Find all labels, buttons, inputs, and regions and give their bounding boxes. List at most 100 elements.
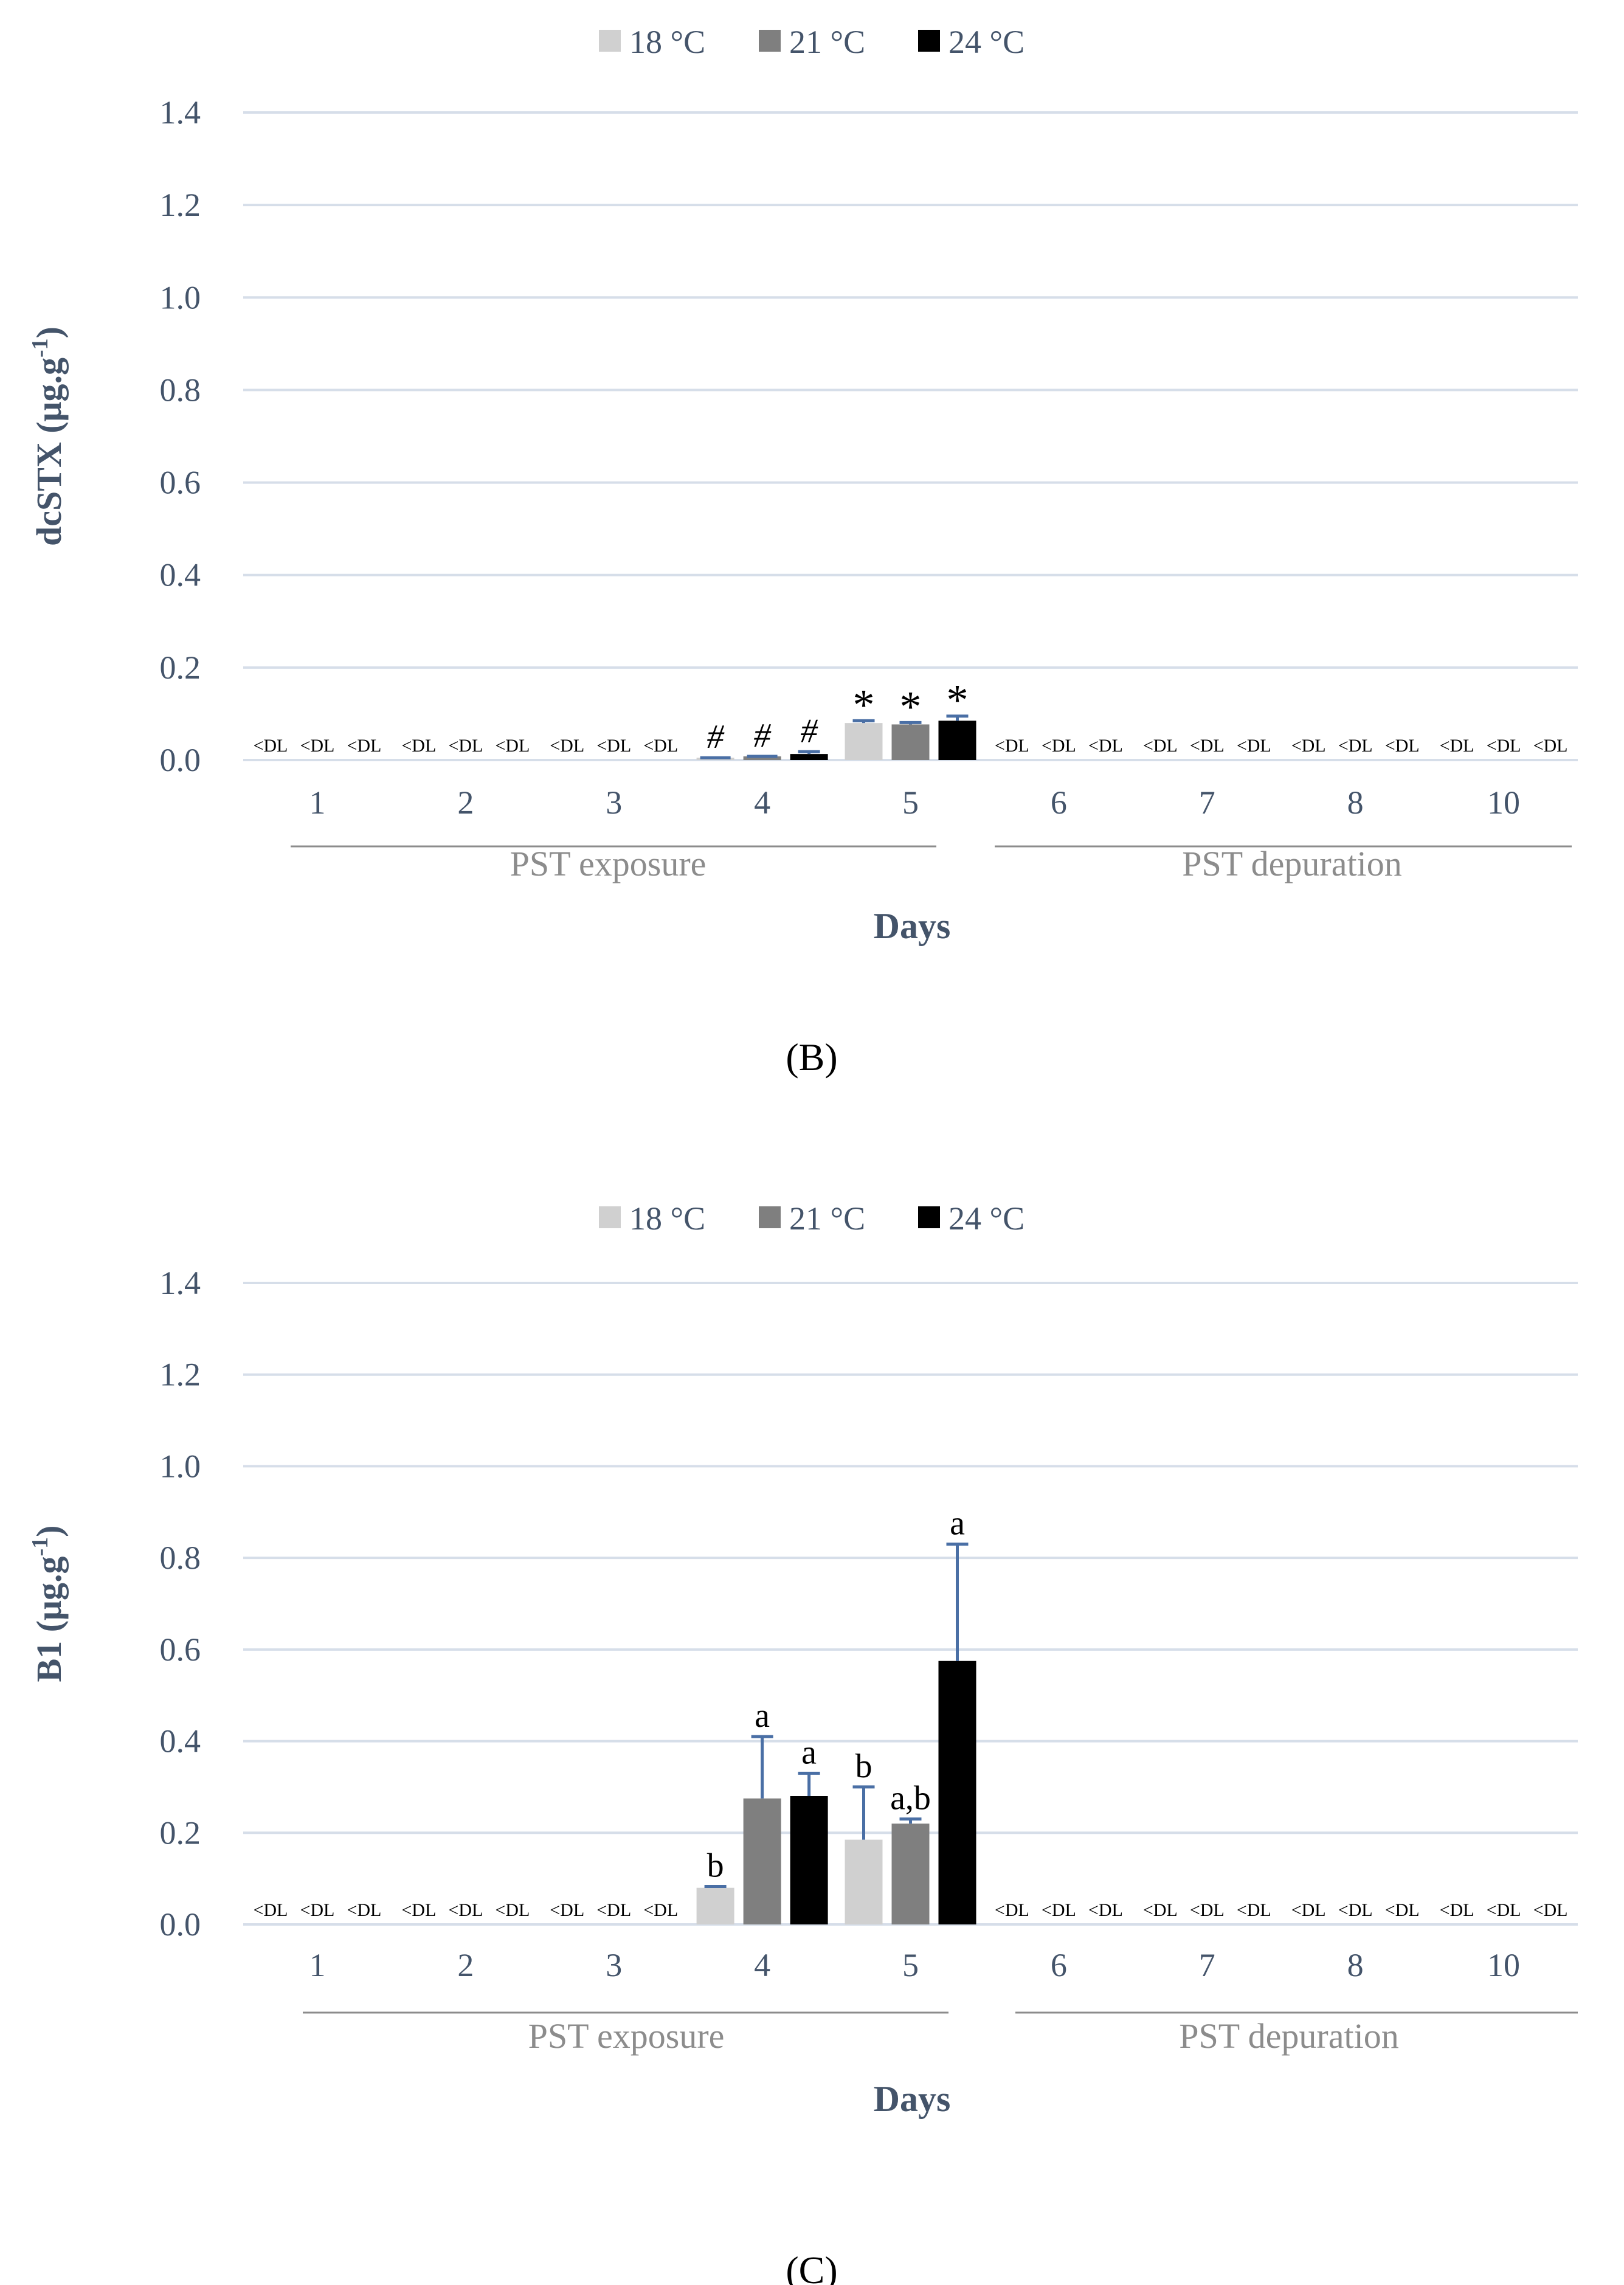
x-tick-label: 10 [1487, 784, 1520, 821]
below-dl-label: <DL [643, 736, 678, 756]
y-tick-label: 0.2 [160, 1814, 201, 1851]
panel-label: (B) [786, 1035, 837, 1079]
legend-label-1: 21 °C [789, 1200, 865, 1237]
category-group-day-6: <DL <DL <DL [995, 1900, 1123, 1920]
y-tick-label: 0.0 [160, 1906, 201, 1943]
legend-label-0: 18 °C [629, 1200, 705, 1237]
below-dl-label: <DL [1042, 1900, 1076, 1920]
bar [891, 1824, 930, 1924]
below-dl-label: <DL [1385, 736, 1420, 756]
below-dl-label: <DL [300, 736, 334, 756]
chart-panel-c: 18 °C 21 °C 24 °C 0.0 0.2 0.4 0.6 0.8 1.0 1.2 1.4 B… [27, 1200, 1578, 2285]
y-tick-label: 1.0 [160, 1448, 201, 1484]
x-axis-label: Days [874, 906, 951, 946]
category-group-day-10: <DL <DL <DL [1440, 1900, 1568, 1920]
category-group-day-3: <DL <DL <DL [550, 1900, 678, 1920]
x-tick-label: 8 [1347, 1947, 1364, 1983]
bar [938, 721, 976, 760]
below-dl-label: <DL [1291, 736, 1326, 756]
below-dl-label: <DL [1088, 736, 1123, 756]
legend-label-2: 24 °C [948, 1200, 1025, 1237]
below-dl-label: <DL [401, 736, 436, 756]
y-tick-label: 1.4 [160, 1265, 201, 1301]
legend-swatch-1 [759, 30, 781, 52]
below-dl-label: <DL [1143, 736, 1178, 756]
legend-swatch-0 [599, 1206, 621, 1228]
y-axis-label-end: ) [29, 1526, 69, 1537]
significance-label: # [707, 718, 725, 756]
bar [938, 1661, 976, 1924]
below-dl-label: <DL [1487, 1900, 1521, 1920]
category-group-day-4: # # # [696, 712, 828, 760]
category-group-day-8: <DL <DL <DL [1291, 1900, 1420, 1920]
y-tick-label: 0.6 [160, 465, 201, 501]
bar [696, 1887, 734, 1924]
below-dl-label: <DL [253, 736, 288, 756]
legend-label-1: 21 °C [789, 24, 865, 60]
y-axis-label-end: ) [29, 327, 69, 338]
legend-swatch-1 [759, 1206, 781, 1228]
x-tick-label: 3 [606, 784, 622, 821]
panel-label: (C) [786, 2249, 837, 2285]
below-dl-label: <DL [347, 736, 381, 756]
y-tick-label: 1.4 [160, 94, 201, 131]
x-tick-label: 1 [309, 1947, 325, 1983]
bar [845, 1839, 883, 1924]
x-tick-label: 7 [1199, 1947, 1215, 1983]
y-tick-label: 0.2 [160, 649, 201, 686]
x-tick-label: 7 [1199, 784, 1215, 821]
below-dl-label: <DL [596, 1900, 631, 1920]
x-tick-label: 2 [457, 1947, 474, 1983]
below-dl-label: <DL [1190, 736, 1225, 756]
x-tick-label: 8 [1347, 784, 1364, 821]
legend: 18 °C 21 °C 24 °C [599, 1200, 1025, 1237]
below-dl-label: <DL [1042, 736, 1076, 756]
category-group-day-5: b a,b a [845, 1505, 976, 1924]
chart-panel-b: 18 °C 21 °C 24 °C 0.0 0.2 0.4 0.6 0.8 1.0 1.2 1.4 d… [27, 24, 1578, 1079]
below-dl-label: <DL [1237, 1900, 1271, 1920]
below-dl-label: <DL [347, 1900, 381, 1920]
x-tick-label: 3 [606, 1947, 622, 1983]
y-tick-label: 1.2 [160, 187, 201, 223]
below-dl-label: <DL [1291, 1900, 1326, 1920]
below-dl-label: <DL [995, 1900, 1029, 1920]
y-axis-label: dcSTX (μg.g-1) [27, 327, 69, 546]
x-tick-label: 6 [1051, 1947, 1067, 1983]
below-dl-label: <DL [1533, 1900, 1568, 1920]
below-dl-label: <DL [401, 1900, 436, 1920]
legend-label-0: 18 °C [629, 24, 705, 60]
category-group-day-7: <DL <DL <DL [1143, 736, 1271, 756]
category-group-day-1: <DL <DL <DL [253, 1900, 381, 1920]
x-tick-label: 4 [754, 784, 770, 821]
legend-label-2: 24 °C [948, 24, 1025, 60]
bar [790, 1796, 828, 1924]
group-label: PST depuration [1179, 2016, 1398, 2056]
y-tick-label: 0.0 [160, 742, 201, 778]
x-tick-label: 5 [902, 784, 919, 821]
y-axis-label-main: dcSTX (μg.g [29, 358, 69, 546]
y-axis-label-main: B1 (μg.g [29, 1557, 69, 1682]
legend: 18 °C 21 °C 24 °C [599, 24, 1025, 60]
below-dl-label: <DL [1440, 1900, 1474, 1920]
category-group-day-7: <DL <DL <DL [1143, 1900, 1271, 1920]
below-dl-label: <DL [448, 1900, 483, 1920]
y-axis-label-sup: -1 [27, 338, 53, 358]
legend-swatch-0 [599, 30, 621, 52]
category-group-day-2: <DL <DL <DL [401, 736, 530, 756]
category-group-day-6: <DL <DL <DL [995, 736, 1123, 756]
below-dl-label: <DL [550, 1900, 584, 1920]
x-tick-label: 6 [1051, 784, 1067, 821]
below-dl-label: <DL [1533, 736, 1568, 756]
group-label: PST exposure [510, 844, 707, 883]
y-axis-label-sup: -1 [27, 1537, 53, 1557]
legend-swatch-2 [918, 30, 940, 52]
category-group-day-3: <DL <DL <DL [550, 736, 678, 756]
bar [891, 724, 930, 760]
group-label: PST exposure [528, 2016, 725, 2056]
below-dl-label: <DL [643, 1900, 678, 1920]
legend-swatch-2 [918, 1206, 940, 1228]
y-tick-label: 0.6 [160, 1631, 201, 1668]
y-tick-label: 1.0 [160, 279, 201, 316]
below-dl-label: <DL [495, 736, 530, 756]
